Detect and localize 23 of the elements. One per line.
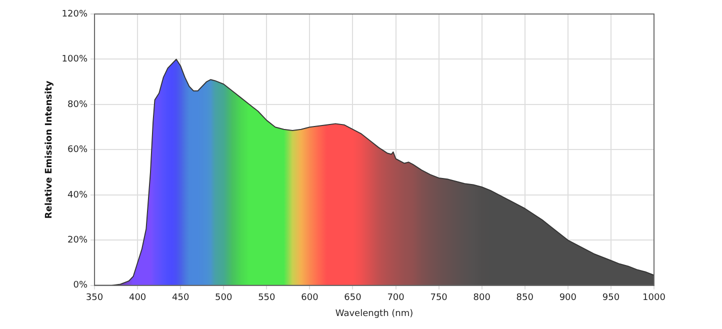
x-tick-label: 850 (516, 293, 534, 304)
x-tick-label: 650 (344, 293, 362, 304)
x-tick-label: 400 (128, 293, 146, 304)
x-tick-label: 700 (387, 293, 405, 304)
y-tick-label: 80% (68, 100, 88, 110)
x-tick-label: 450 (172, 293, 190, 304)
y-axis-title: Relative Emission Intensity (44, 80, 55, 219)
y-tick-label: 0% (73, 280, 88, 291)
x-tick-label: 600 (301, 293, 319, 304)
x-tick-label: 900 (559, 293, 577, 304)
x-tick-label: 750 (430, 293, 448, 304)
y-tick-label: 120% (62, 9, 88, 20)
x-tick-label: 800 (473, 293, 491, 304)
y-tick-label: 100% (62, 54, 88, 65)
y-tick-label: 60% (68, 145, 88, 156)
y-tick-label: 20% (68, 236, 88, 246)
y-tick-label: 40% (68, 190, 88, 200)
x-axis-title: Wavelength (nm) (335, 308, 414, 319)
x-tick-label: 1000 (642, 293, 666, 304)
x-tick-label: 950 (602, 293, 620, 304)
x-tick-label: 350 (86, 293, 104, 304)
x-tick-label: 500 (215, 293, 232, 304)
x-tick-label: 550 (258, 293, 276, 304)
